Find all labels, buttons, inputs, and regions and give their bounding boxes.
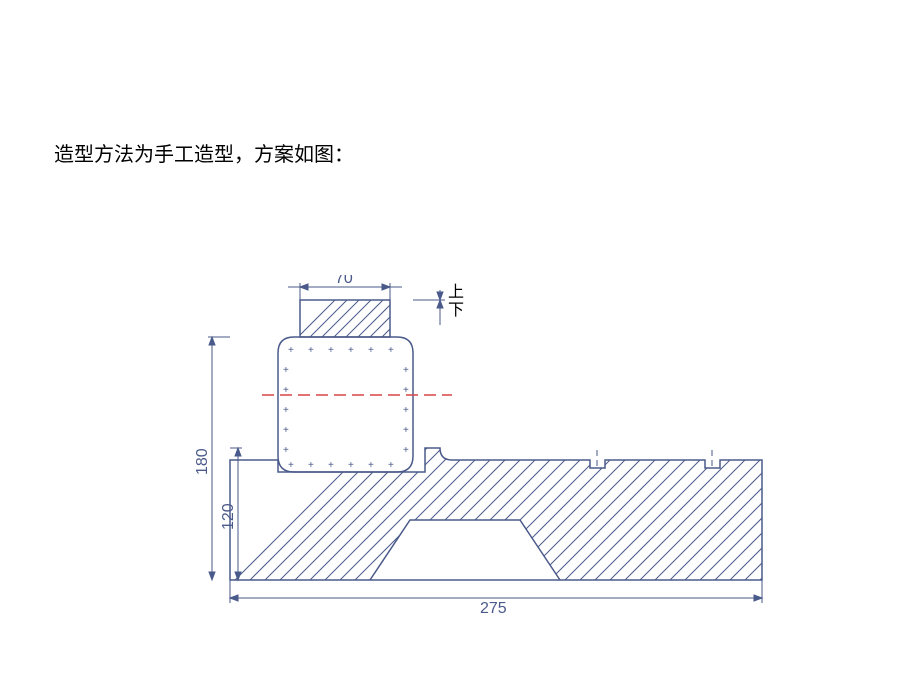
svg-text:+: + [308,460,314,471]
svg-text:+: + [283,405,289,416]
label-lower: 下 [448,302,464,319]
engineering-diagram: ++++++ ++ ++ ++ ++ ++ ++++++ [170,275,790,625]
label-upper: 上 [448,283,464,301]
dimension-lines [208,283,762,603]
svg-text:+: + [328,460,334,471]
svg-text:+: + [308,345,314,356]
svg-text:+: + [388,460,394,471]
svg-text:+: + [403,405,409,416]
svg-text:+: + [368,460,374,471]
dim-top-width: 70 [335,275,353,287]
dim-height-180: 180 [194,448,211,475]
cavity-region: ++++++ ++ ++ ++ ++ ++ ++++++ [278,337,413,472]
svg-text:+: + [328,345,334,356]
top-block [290,300,419,345]
svg-text:+: + [283,445,289,456]
svg-text:+: + [403,425,409,436]
dim-base-width: 275 [480,600,507,617]
svg-text:+: + [283,365,289,376]
svg-text:+: + [348,345,354,356]
svg-text:+: + [403,445,409,456]
trapezoid-cutout [370,520,560,580]
svg-text:+: + [288,345,294,356]
page-title: 造型方法为手工造型，方案如图： [54,138,354,167]
svg-text:+: + [348,460,354,471]
dim-height-120: 120 [220,503,237,530]
svg-text:+: + [288,460,294,471]
svg-text:+: + [388,345,394,356]
svg-text:+: + [403,365,409,376]
svg-text:+: + [368,345,374,356]
svg-text:+: + [283,425,289,436]
